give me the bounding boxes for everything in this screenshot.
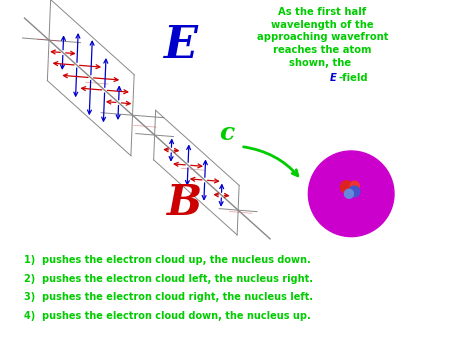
Text: As the first half
wavelength of the
approaching wavefront
reaches the atom
shown: As the first half wavelength of the appr…: [256, 7, 388, 68]
Circle shape: [349, 186, 360, 197]
Circle shape: [344, 189, 353, 198]
Circle shape: [350, 181, 359, 190]
Text: c: c: [220, 121, 235, 145]
Text: E: E: [329, 73, 337, 82]
Circle shape: [340, 181, 353, 193]
Text: 4)  pushes the electron cloud down, the nucleus up.: 4) pushes the electron cloud down, the n…: [24, 311, 311, 321]
Text: 3)  pushes the electron cloud right, the nucleus left.: 3) pushes the electron cloud right, the …: [24, 292, 314, 303]
Text: -field: -field: [338, 73, 368, 82]
Text: 1)  pushes the electron cloud up, the nucleus down.: 1) pushes the electron cloud up, the nuc…: [24, 255, 311, 265]
Text: 2)  pushes the electron cloud left, the nucleus right.: 2) pushes the electron cloud left, the n…: [24, 273, 314, 284]
Circle shape: [308, 151, 394, 237]
Text: B: B: [167, 182, 202, 224]
Text: E: E: [163, 24, 197, 67]
